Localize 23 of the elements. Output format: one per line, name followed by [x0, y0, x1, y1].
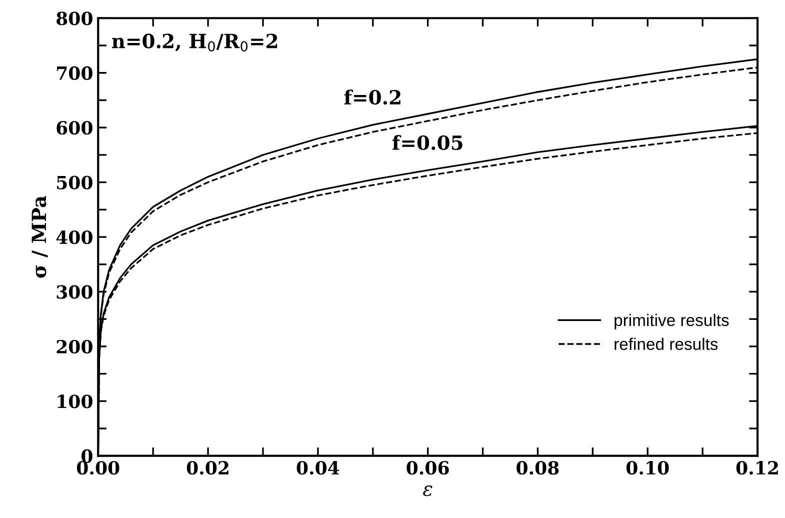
y-tick-label: 100 [58, 394, 92, 408]
x-axis-title: ε [423, 486, 432, 496]
x-tick-label: 0.06 [406, 461, 449, 475]
y-tick-label: 500 [57, 176, 92, 190]
y-tick-label: 400 [56, 230, 92, 244]
annotation: f=0.2 [344, 90, 400, 105]
y-tick-label: 300 [56, 285, 92, 299]
legend-label: primitive results [614, 314, 729, 330]
x-tick-label: 0.04 [296, 461, 340, 475]
x-tick-label: 0.10 [626, 461, 669, 475]
y-tick-label: 800 [56, 12, 92, 26]
x-tick-label: 0.00 [76, 461, 120, 475]
x-tick-label: 0.12 [736, 461, 778, 475]
x-tick-label: 0.08 [516, 461, 559, 475]
y-tick-label: 700 [57, 66, 92, 80]
y-tick-label: 0 [82, 449, 92, 463]
x-tick-label: 0.02 [186, 461, 228, 475]
legend-label: refined results [614, 338, 718, 350]
annotation: n=0.2, H$_{0}$/R$_{0}$=2 [112, 34, 278, 52]
y-tick-label: 200 [56, 340, 92, 354]
annotation: f=0.05 [392, 135, 462, 150]
y-tick-label: 600 [56, 121, 92, 135]
y-axis-title: σ / MPa [32, 196, 48, 278]
